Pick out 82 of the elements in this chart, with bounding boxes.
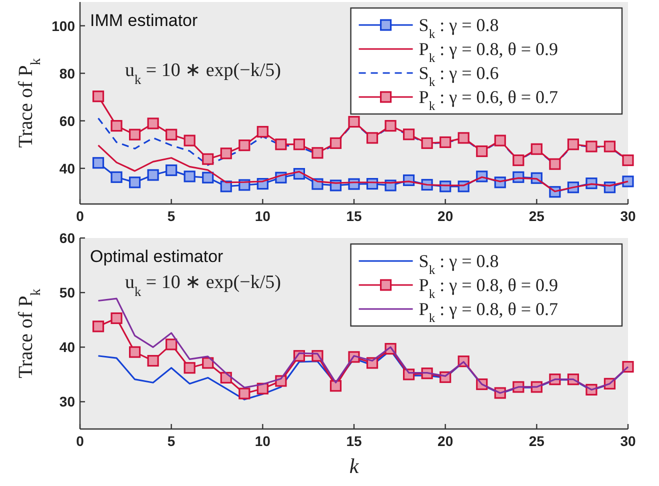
y-tick-label: 40 [59, 339, 76, 356]
x-tick-label: 30 [620, 208, 636, 224]
point [366, 132, 378, 144]
x-tick-label: 25 [528, 433, 545, 449]
x-tick-label: 10 [254, 208, 271, 224]
point [275, 138, 287, 150]
x-tick-label: 0 [76, 433, 84, 449]
legend-label: S$_{k}$ : γ = 0.6 [418, 63, 499, 89]
point [184, 134, 196, 146]
x-axis-title: k [349, 454, 360, 478]
y-tick-label: 50 [59, 284, 76, 301]
point [530, 143, 542, 155]
point [184, 170, 196, 182]
y-tick-label: 60 [59, 112, 76, 129]
point [166, 338, 178, 350]
x-tick-label: 10 [254, 433, 271, 449]
point [512, 154, 524, 166]
point [330, 137, 342, 149]
x-tick-label: 20 [438, 208, 454, 224]
x-tick-label: 15 [346, 433, 362, 449]
x-tick-label: 20 [438, 433, 454, 449]
point [166, 164, 178, 176]
x-tick-label: 15 [346, 208, 362, 224]
point [220, 180, 232, 192]
point [586, 140, 598, 152]
point [604, 140, 616, 152]
x-tick-label: 5 [167, 433, 176, 449]
point [129, 346, 141, 358]
point [147, 169, 159, 181]
point [403, 128, 415, 140]
point [293, 138, 305, 150]
point [622, 154, 634, 166]
x-tick-label: 25 [528, 208, 545, 224]
point [166, 128, 178, 140]
point [184, 362, 196, 374]
point [220, 148, 232, 160]
legend-label: S$_{k}$ : γ = 0.8 [418, 251, 499, 277]
point [312, 147, 324, 159]
point [202, 357, 214, 369]
x-tick-label: 5 [167, 208, 176, 224]
point [384, 120, 396, 132]
legend-label: P$_{k}$ : γ = 0.8, θ = 0.9 [418, 275, 558, 301]
annotation: u$_{k}$ = 10 ∗ exp(−k/5) [125, 60, 281, 86]
y-tick-label: 80 [59, 65, 76, 82]
legend-label: P$_{k}$ : γ = 0.8, θ = 0.7 [418, 299, 558, 325]
point [348, 116, 360, 128]
point [476, 145, 488, 158]
point [147, 354, 159, 367]
annotation: IMM estimator [90, 11, 198, 30]
point [129, 128, 141, 140]
point [202, 172, 214, 184]
y-tick-label: 60 [59, 230, 76, 246]
point [238, 140, 250, 152]
point [110, 120, 122, 132]
point [494, 134, 506, 146]
point [440, 136, 452, 148]
point [622, 176, 634, 188]
point [129, 176, 141, 188]
point [256, 126, 268, 138]
y-tick-label: 30 [59, 394, 76, 410]
point [238, 388, 250, 400]
point [110, 171, 122, 183]
y-tick-label: 100 [52, 18, 76, 34]
point [92, 90, 104, 102]
y-tick-label: 40 [59, 160, 76, 176]
point [92, 157, 104, 169]
legend-label: S$_{k}$ : γ = 0.8 [418, 15, 499, 41]
point [202, 153, 214, 165]
point [110, 312, 122, 324]
point [567, 138, 579, 150]
point [458, 132, 470, 144]
annotation: u$_{k}$ = 10 ∗ exp(−k/5) [125, 272, 281, 298]
point [421, 137, 433, 149]
legend-label: P$_{k}$ : γ = 0.8, θ = 0.9 [418, 39, 558, 65]
point [330, 380, 342, 392]
legend-label: P$_{k}$ : γ = 0.6, θ = 0.7 [418, 87, 558, 113]
x-tick-label: 30 [620, 433, 636, 449]
point [147, 118, 159, 130]
point [92, 320, 104, 332]
annotation: Optimal estimator [90, 247, 224, 266]
x-tick-label: 0 [76, 208, 84, 224]
point [549, 158, 561, 170]
